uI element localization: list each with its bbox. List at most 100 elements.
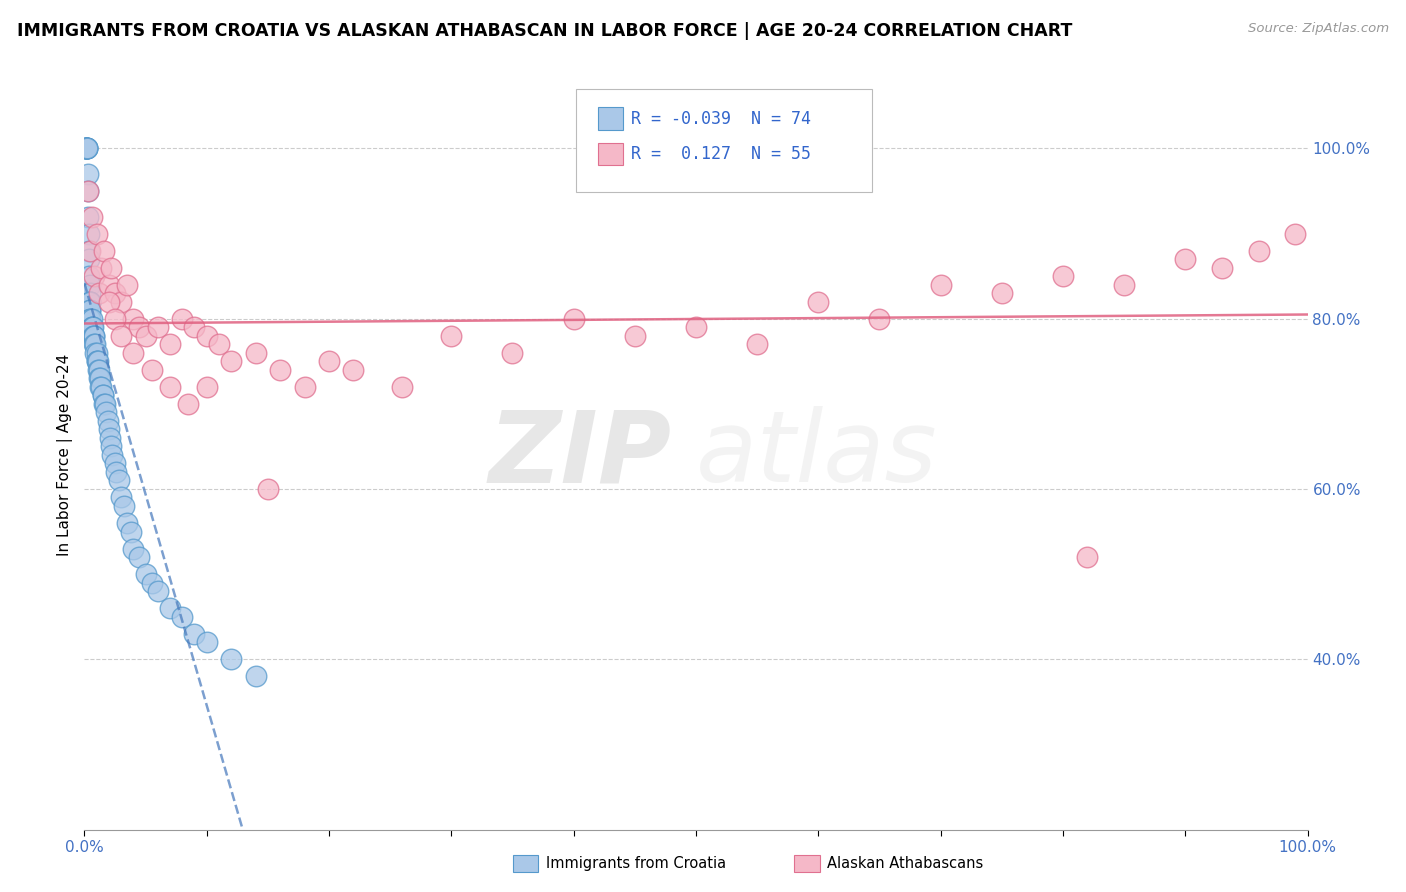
Point (195, 635, 218, 649)
Point (1052, 269, 1074, 284)
Point (97, 294, 120, 309)
Point (90, 260, 112, 275)
Point (75, 141, 97, 155)
Point (159, 601, 181, 615)
Point (1211, 260, 1233, 275)
Text: Source: ZipAtlas.com: Source: ZipAtlas.com (1249, 22, 1389, 36)
Point (84, 345, 107, 359)
Point (79, 303, 101, 318)
Point (97, 277, 120, 292)
Point (122, 311, 145, 326)
Point (87, 363, 110, 377)
Point (83, 328, 105, 343)
Point (110, 294, 132, 309)
Point (1076, 550, 1098, 565)
Point (120, 524, 142, 539)
Text: Immigrants from Croatia: Immigrants from Croatia (546, 856, 725, 871)
Point (79, 311, 101, 326)
Point (562, 311, 585, 326)
Point (208, 337, 231, 351)
Point (110, 491, 132, 505)
Point (128, 320, 150, 334)
Point (115, 277, 138, 292)
Point (90, 380, 112, 394)
Point (294, 380, 316, 394)
Point (104, 457, 127, 471)
Point (93, 397, 115, 411)
Point (991, 286, 1014, 301)
Point (79, 294, 101, 309)
Point (97, 422, 120, 436)
Point (80, 320, 103, 334)
Point (98, 431, 121, 445)
Point (76, 141, 98, 155)
Point (80, 311, 103, 326)
Point (257, 482, 280, 496)
Point (87, 371, 110, 385)
Point (79, 311, 101, 326)
Point (1174, 252, 1197, 266)
Point (91, 388, 114, 402)
Point (77, 210, 100, 224)
Point (79, 286, 101, 301)
Point (172, 311, 194, 326)
Point (172, 609, 194, 624)
Point (77, 167, 100, 181)
Point (146, 584, 169, 599)
Point (79, 277, 101, 292)
Point (195, 328, 218, 343)
Point (177, 397, 200, 411)
Point (141, 575, 163, 590)
Point (86, 354, 108, 368)
Point (91, 388, 114, 402)
Point (79, 244, 101, 258)
Point (75, 141, 97, 155)
Point (104, 286, 127, 301)
Point (82, 320, 104, 334)
Text: atlas: atlas (696, 407, 938, 503)
Point (105, 465, 128, 479)
Point (128, 550, 150, 565)
Point (112, 499, 135, 513)
Point (80, 320, 103, 334)
Point (97, 414, 120, 428)
Text: ZIP: ZIP (488, 407, 672, 503)
Point (75, 141, 97, 155)
Point (1114, 277, 1136, 292)
Point (141, 363, 163, 377)
Point (502, 345, 524, 359)
Point (87, 354, 110, 368)
Point (86, 227, 108, 241)
Point (624, 328, 647, 343)
Point (89, 380, 111, 394)
Point (86, 354, 108, 368)
Y-axis label: In Labor Force | Age 20-24: In Labor Force | Age 20-24 (58, 354, 73, 556)
Point (869, 311, 891, 326)
Point (245, 345, 267, 359)
Point (83, 328, 105, 343)
Point (195, 380, 218, 394)
Point (159, 380, 181, 394)
Point (86, 345, 108, 359)
Point (135, 328, 157, 343)
Point (110, 328, 132, 343)
Point (77, 244, 100, 258)
Point (75, 141, 97, 155)
Point (440, 328, 463, 343)
Point (183, 320, 205, 334)
Point (80, 210, 103, 224)
Text: R = -0.039  N = 74: R = -0.039 N = 74 (631, 110, 811, 128)
Point (219, 652, 242, 666)
Point (107, 474, 129, 488)
Point (87, 363, 110, 377)
Point (79, 294, 101, 309)
Point (747, 337, 769, 351)
Point (76, 141, 98, 155)
Text: Alaskan Athabascans: Alaskan Athabascans (827, 856, 983, 871)
Point (79, 303, 101, 318)
Point (94, 397, 117, 411)
Point (77, 184, 100, 198)
Point (87, 286, 110, 301)
Point (269, 363, 291, 377)
Point (96, 405, 118, 419)
